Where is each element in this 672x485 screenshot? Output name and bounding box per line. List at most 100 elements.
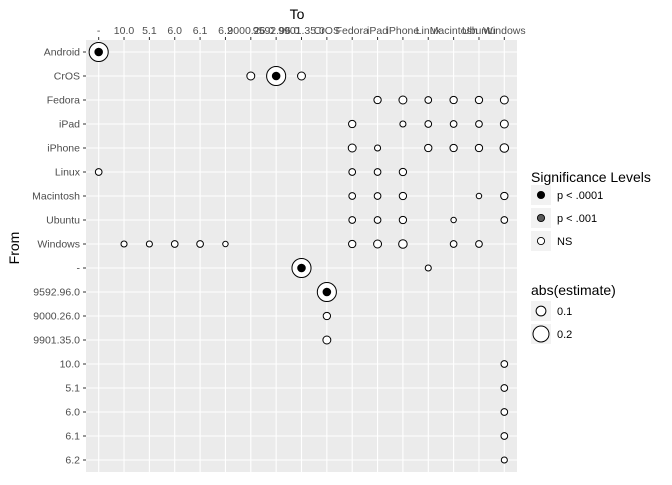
data-point-outline — [398, 191, 408, 201]
data-point-outline — [120, 240, 128, 248]
x-tick-label: - — [97, 25, 101, 37]
data-point — [348, 216, 357, 224]
data-points — [88, 41, 510, 464]
data-point-outline — [94, 168, 103, 176]
legend-key-symbol — [536, 213, 546, 223]
data-point — [145, 240, 153, 248]
legend-size-item: 0.1 — [531, 301, 572, 321]
y-tick-label: 6.0 — [65, 407, 80, 419]
data-point — [499, 119, 509, 129]
y-tick-label: Macintosh — [32, 191, 80, 203]
y-tick-label: iPhone — [47, 143, 80, 155]
data-point-outline — [322, 335, 332, 345]
data-point-outline — [373, 216, 382, 224]
data-point-outline — [424, 120, 433, 128]
data-point — [348, 192, 357, 200]
data-point-outline — [196, 240, 204, 248]
data-point — [374, 144, 382, 152]
x-tick-label: 6.1 — [193, 25, 208, 37]
data-point-outline — [145, 240, 153, 248]
data-point — [500, 384, 509, 392]
legend-size-item: 0.2 — [531, 324, 572, 344]
x-tick-label: 5.1 — [142, 25, 157, 37]
data-point-core — [297, 263, 306, 273]
data-point-outline — [424, 264, 432, 272]
data-point-core — [322, 287, 332, 297]
y-tick-label: Fedora — [47, 95, 80, 107]
data-point-outline — [500, 384, 509, 392]
legend-significance-item: p < .001 — [531, 208, 597, 228]
y-tick-label: 9592.96.0 — [33, 287, 80, 299]
data-point-outline — [500, 191, 509, 201]
data-point-outline — [500, 408, 509, 416]
data-point — [196, 240, 204, 248]
legend-significance-label: p < .001 — [557, 213, 597, 225]
y-tick-label: 9000.26.0 — [33, 311, 80, 323]
legend-key-symbol — [532, 325, 550, 343]
y-axis-ticks: Android CrOS Fedora iPad iPhone Linux Macintos… — [32, 47, 86, 467]
data-point-outline — [398, 167, 408, 177]
data-point-outline — [222, 240, 229, 248]
data-point — [348, 239, 357, 249]
y-tick-label: 6.1 — [65, 431, 80, 443]
x-tick-label: 9592.96.0 — [253, 25, 300, 37]
data-point — [398, 167, 408, 177]
x-tick-label: iPhone — [387, 25, 420, 37]
data-point — [474, 143, 484, 153]
data-point — [170, 240, 179, 248]
x-tick-label: 10.0 — [114, 25, 135, 37]
legend-significance-items: p < .0001 p < .001 NS — [531, 185, 603, 251]
data-point-outline — [374, 144, 382, 152]
data-point — [500, 432, 509, 440]
data-point-outline — [475, 240, 483, 248]
data-point-outline — [373, 192, 382, 200]
y-tick-label: 6.2 — [65, 455, 80, 467]
data-point — [499, 95, 509, 105]
grid-lines — [86, 40, 517, 472]
data-point-outline — [499, 95, 509, 105]
x-tick-label: CrOS — [314, 25, 340, 37]
legend-significance-title: Significance Levels — [531, 169, 651, 185]
data-point — [316, 281, 337, 303]
data-point-outline — [500, 360, 509, 368]
data-point — [500, 360, 509, 368]
data-point — [291, 257, 312, 279]
data-point — [500, 191, 509, 201]
legend-size-label: 0.2 — [557, 329, 572, 341]
data-point-outline — [449, 95, 458, 105]
data-point-outline — [475, 120, 483, 128]
data-point — [500, 408, 509, 416]
data-point — [347, 143, 357, 153]
data-point — [94, 168, 103, 176]
legend-key-symbol — [535, 305, 547, 317]
y-tick-label: - — [77, 263, 81, 275]
data-point — [474, 95, 484, 105]
data-point-outline — [348, 216, 357, 224]
data-point-outline — [474, 143, 484, 153]
y-tick-label: 9901.35.0 — [33, 335, 80, 347]
data-point-outline — [373, 239, 383, 249]
y-tick-label: Linux — [55, 167, 81, 179]
data-point-outline — [373, 168, 382, 176]
data-point-outline — [246, 71, 256, 81]
data-point-core — [94, 47, 103, 57]
data-point-outline — [399, 120, 407, 128]
data-point-outline — [424, 96, 433, 104]
data-point — [449, 143, 458, 153]
data-point-outline — [297, 71, 306, 81]
data-point — [266, 65, 287, 87]
data-point-outline — [499, 119, 509, 129]
data-point — [373, 239, 383, 249]
data-point — [500, 216, 509, 224]
data-point — [120, 240, 128, 248]
data-point-core — [271, 71, 281, 81]
data-point — [322, 311, 332, 321]
x-tick-label: iPad — [367, 25, 388, 37]
x-tick-label: 9901.35.0 — [278, 25, 325, 37]
data-point — [424, 264, 432, 272]
data-point — [475, 192, 483, 200]
x-axis-ticks: - 10.0 5.1 6.0 6.1 6.29000.26.09592.96.09901.… — [97, 25, 526, 40]
y-axis-title: From — [6, 232, 22, 265]
data-point — [246, 71, 256, 81]
